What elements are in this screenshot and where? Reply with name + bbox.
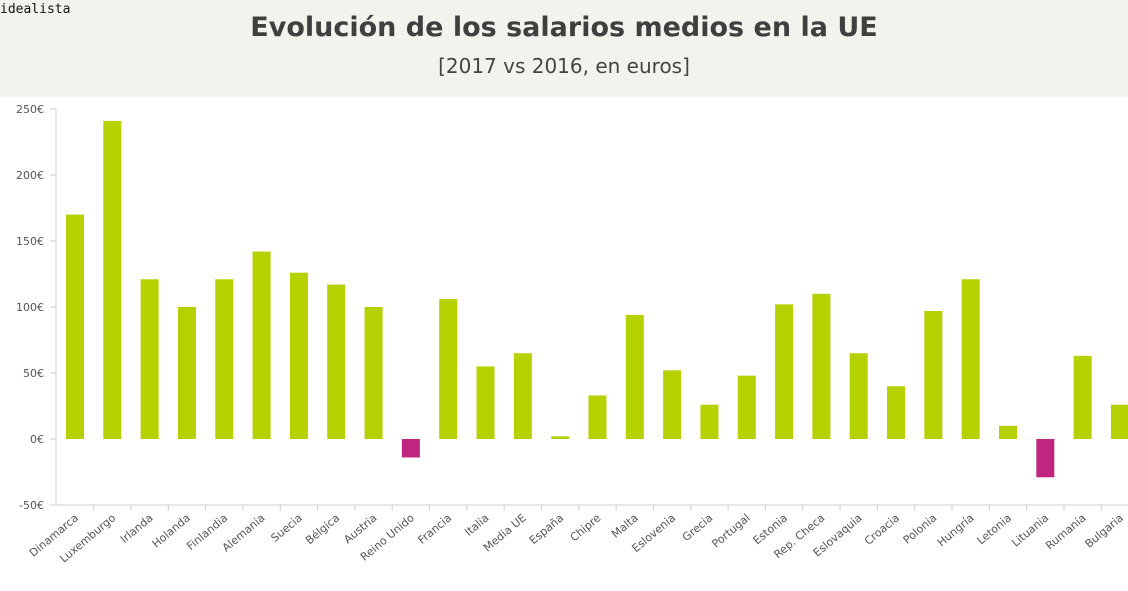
bar-eslovenia xyxy=(663,370,682,439)
bar-chipre xyxy=(588,395,607,439)
bar-lituania xyxy=(1036,439,1055,478)
bar-luxemburgo xyxy=(103,120,122,439)
bar-hungr-a xyxy=(961,279,980,439)
bar-bulgaria xyxy=(1110,404,1128,439)
x-tick-label: Polonia xyxy=(901,511,940,546)
bar-portugal xyxy=(737,375,756,439)
bar-suecia xyxy=(289,272,308,439)
x-tick-label: Francia xyxy=(415,511,454,546)
x-tick-label: Letonia xyxy=(975,511,1014,547)
y-tick-label: 100€ xyxy=(16,301,44,314)
bar-estonia xyxy=(775,304,794,439)
x-tick-label: Hungría xyxy=(935,511,977,549)
bar-malta xyxy=(625,314,644,439)
x-tick-label: Suecia xyxy=(268,511,304,544)
y-tick-label: 0€ xyxy=(30,433,44,446)
bar-polonia xyxy=(924,310,943,439)
bar-francia xyxy=(439,299,458,439)
bar-croacia xyxy=(887,386,906,439)
x-tick-label: España xyxy=(527,511,566,547)
chart-header: idealista Evolución de los salarios medi… xyxy=(0,0,1128,97)
y-tick-label: 150€ xyxy=(16,235,44,248)
bar-reino-unido xyxy=(401,439,420,458)
x-tick-label: Bulgaria xyxy=(1083,511,1126,550)
x-tick-label: Portugal xyxy=(709,511,752,550)
bar-b-lgica xyxy=(327,284,346,439)
x-tick-label: Bélgica xyxy=(303,511,342,547)
y-tick-label: 250€ xyxy=(16,103,44,116)
bar-espa-a xyxy=(551,436,570,439)
bar-finlandia xyxy=(215,279,234,439)
bar-ruman-a xyxy=(1073,355,1092,439)
x-tick-label: Italia xyxy=(462,511,491,538)
bar-alemania xyxy=(252,251,271,439)
bar-holanda xyxy=(177,307,196,439)
bar-eslovaquia xyxy=(849,353,868,439)
y-tick-label: -50€ xyxy=(19,499,44,512)
y-tick-label: 50€ xyxy=(23,367,44,380)
bar-austria xyxy=(364,307,383,439)
x-tick-label: Malta xyxy=(609,511,641,540)
x-tick-label: Croacia xyxy=(862,511,902,547)
bar-rep-checa xyxy=(812,293,831,439)
brand-logo: idealista xyxy=(0,2,71,17)
bar-dinamarca xyxy=(66,214,84,439)
bar-grecia xyxy=(700,404,719,439)
bar-letonia xyxy=(999,425,1017,439)
y-tick-label: 200€ xyxy=(16,169,44,182)
bar-italia xyxy=(476,366,495,439)
x-tick-label: Chipre xyxy=(568,511,604,544)
bar-irlanda xyxy=(140,279,159,439)
bar-media-ue xyxy=(513,353,532,439)
x-tick-label: Rumanía xyxy=(1043,511,1088,552)
chart-title: Evolución de los salarios medios en la U… xyxy=(250,12,878,43)
chart-subtitle: [2017 vs 2016, en euros] xyxy=(438,54,690,78)
